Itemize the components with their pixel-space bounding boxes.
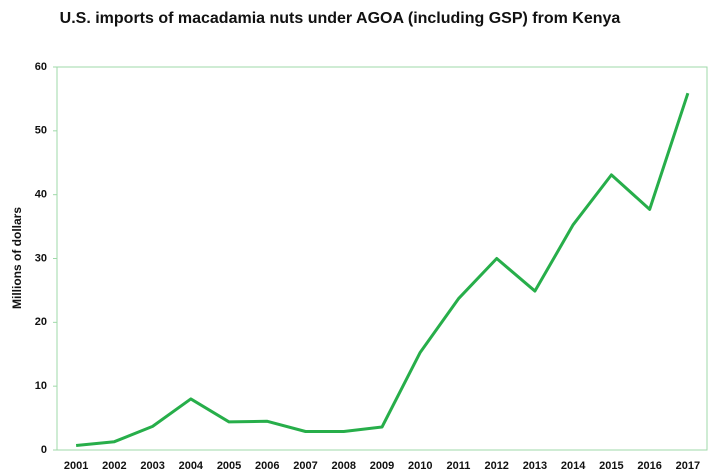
y-tick-label: 30 — [35, 252, 47, 264]
x-tick-label: 2001 — [64, 460, 88, 472]
x-tick-label: 2013 — [523, 460, 547, 472]
y-tick-label: 60 — [35, 61, 47, 73]
x-tick-label: 2003 — [140, 460, 164, 472]
x-tick-label: 2012 — [484, 460, 508, 472]
x-tick-label: 2004 — [179, 460, 204, 472]
x-tick-label: 2007 — [293, 460, 317, 472]
x-tick-label: 2009 — [370, 460, 394, 472]
y-tick-label: 10 — [35, 380, 47, 392]
x-tick-label: 2014 — [561, 460, 586, 472]
x-tick-label: 2006 — [255, 460, 279, 472]
x-tick-label: 2016 — [637, 460, 661, 472]
chart-title: U.S. imports of macadamia nuts under AGO… — [59, 10, 621, 27]
y-axis-label: Millions of dollars — [10, 207, 24, 309]
x-tick-label: 2011 — [447, 460, 471, 472]
plot-border — [56, 66, 708, 451]
x-tick-label: 2008 — [332, 460, 356, 472]
x-tick-label: 2015 — [599, 460, 623, 472]
y-tick-label: 20 — [35, 316, 47, 328]
x-tick-label: 2002 — [102, 460, 126, 472]
x-tick-label: 2010 — [408, 460, 432, 472]
y-tick-label: 40 — [35, 189, 47, 201]
data-line — [75, 92, 690, 448]
x-tick-label: 2005 — [217, 460, 241, 472]
y-tick-label: 50 — [35, 125, 47, 137]
x-tick-label: 2017 — [676, 460, 700, 472]
y-tick-label: 0 — [41, 444, 47, 456]
